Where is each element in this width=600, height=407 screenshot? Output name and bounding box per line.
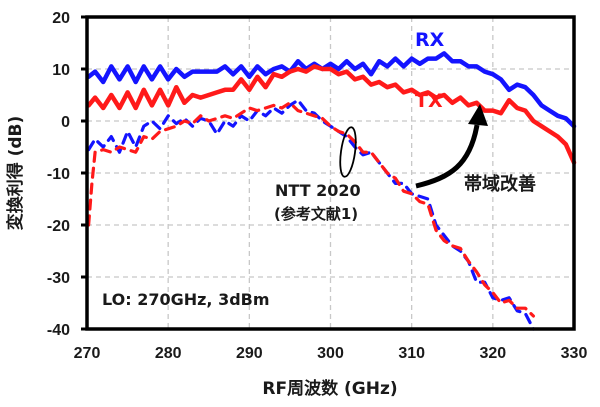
x-tick-label: 300 <box>317 345 344 362</box>
x-tick-label: 270 <box>74 345 101 362</box>
x-tick-label: 280 <box>155 345 182 362</box>
y-tick-label: -30 <box>47 270 70 287</box>
reference-label-line2: (参考文献1) <box>274 205 358 223</box>
y-axis-label: 変換利得 (dB) <box>5 116 26 231</box>
series-line-tx <box>86 64 577 165</box>
improvement-arrow-shaft <box>415 124 480 189</box>
y-tick-label: -20 <box>47 218 70 235</box>
x-axis-ticks: 270 280 290 300 310 320 330 <box>74 345 588 362</box>
rx-series-label: RX <box>415 29 445 51</box>
reference-label-line1: NTT 2020 <box>275 181 361 200</box>
x-tick-label: 320 <box>479 345 506 362</box>
x-axis-label: RF周波数 (GHz) <box>262 378 397 399</box>
y-axis-ticks: 20 10 0 -10 -20 -30 -40 <box>47 10 87 339</box>
series-lines <box>86 51 577 331</box>
y-tick-label: -40 <box>47 322 70 339</box>
y-tick-label: -10 <box>47 166 70 183</box>
reference-ellipse <box>339 126 357 178</box>
y-tick-label: 10 <box>52 62 70 79</box>
improvement-arrow-head <box>468 104 488 126</box>
series-line-ntt-2020-tx <box>87 101 535 318</box>
series-line-ntt-2020-rx <box>87 98 535 331</box>
lo-conditions-label: LO: 270GHz, 3dBm <box>102 290 270 309</box>
tx-series-label: TX <box>415 90 443 112</box>
x-tick-label: 310 <box>398 345 425 362</box>
y-tick-label: 0 <box>61 114 70 131</box>
x-tick-label: 330 <box>561 345 588 362</box>
x-tick-label: 290 <box>236 345 263 362</box>
bandwidth-improvement-label: 帯域改善 <box>464 173 536 195</box>
y-tick-label: 20 <box>52 10 70 27</box>
series-line-rx <box>86 51 577 129</box>
